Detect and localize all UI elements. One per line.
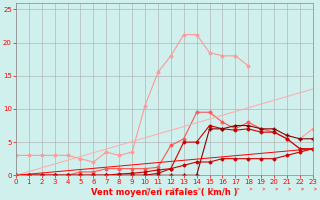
X-axis label: Vent moyen/en rafales ( km/h ): Vent moyen/en rafales ( km/h ) [91, 188, 238, 197]
